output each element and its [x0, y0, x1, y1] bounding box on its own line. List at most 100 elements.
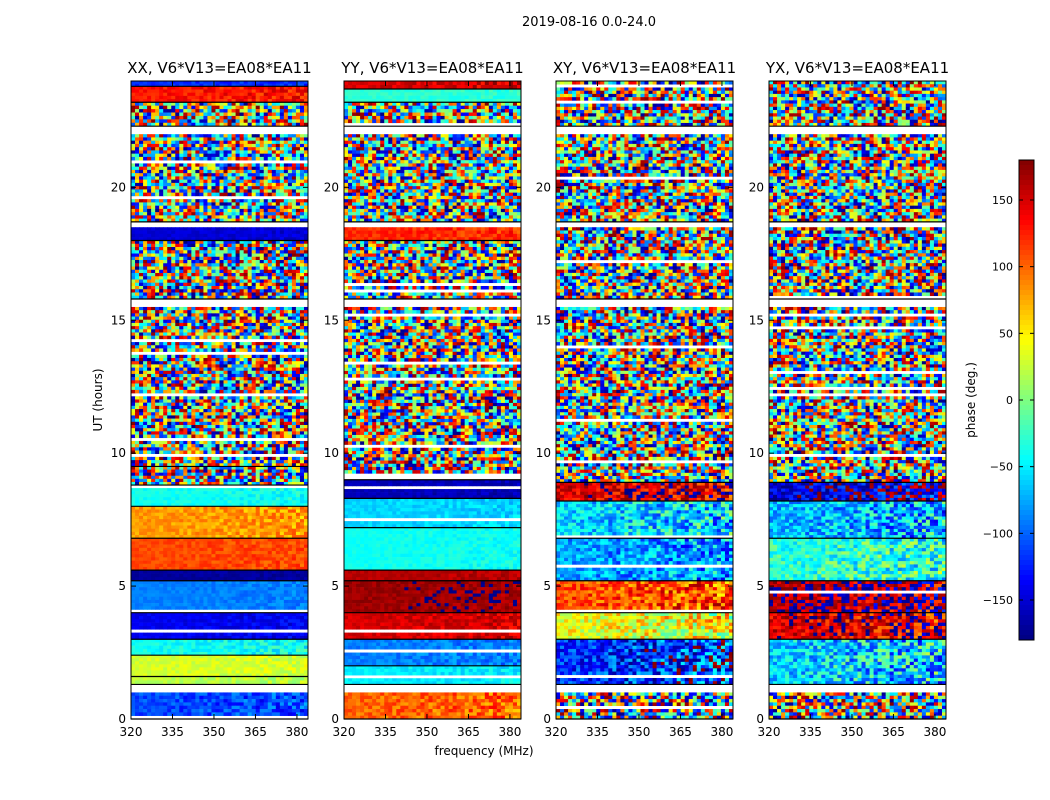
- phase-band: [344, 528, 521, 571]
- colorbar-segment: [1019, 210, 1034, 215]
- phase-band: [131, 134, 308, 222]
- phase-band: [131, 613, 308, 640]
- colorbar-segment: [1019, 625, 1034, 630]
- phase-band: [344, 581, 521, 613]
- x-tick-label: 380: [285, 725, 308, 739]
- y-tick-label: 0: [331, 712, 339, 726]
- x-tick-label: 350: [628, 725, 651, 739]
- colorbar-tick-label: 50: [999, 327, 1013, 340]
- phase-band: [344, 102, 521, 126]
- colorbar-segment: [1019, 175, 1034, 180]
- colorbar-label: phase (deg.): [964, 362, 978, 438]
- colorbar-segment: [1019, 340, 1034, 345]
- x-tick-label: 380: [923, 725, 946, 739]
- x-tick-label: 365: [244, 725, 267, 739]
- colorbar-segment: [1019, 565, 1034, 570]
- x-tick-label: 320: [758, 725, 781, 739]
- phase-band: [769, 501, 946, 539]
- panel-title: YY, V6*V13=EA08*EA11: [340, 59, 523, 77]
- colorbar-segment: [1019, 290, 1034, 295]
- colorbar-segment: [1019, 285, 1034, 290]
- x-tick-label: 320: [120, 725, 143, 739]
- phase-band: [769, 538, 946, 581]
- colorbar-segment: [1019, 445, 1034, 450]
- phase-band: [769, 581, 946, 613]
- phase-band: [556, 81, 733, 126]
- y-tick-label: 20: [111, 180, 126, 194]
- colorbar-segment: [1019, 470, 1034, 475]
- colorbar-segment: [1019, 205, 1034, 210]
- y-tick-label: 20: [749, 180, 764, 194]
- colorbar-tick-label: −50: [990, 461, 1013, 474]
- figure: 2019-08-16 0.0-24.0 UT (hours) frequency…: [0, 0, 1050, 800]
- phase-band: [131, 488, 308, 507]
- phase-band: [131, 581, 308, 613]
- colorbar-segment: [1019, 585, 1034, 590]
- colorbar-segment: [1019, 230, 1034, 235]
- phase-band: [769, 639, 946, 684]
- x-tick-label: 350: [841, 725, 864, 739]
- colorbar-segment: [1019, 370, 1034, 375]
- phase-band: [344, 134, 521, 222]
- colorbar-segment: [1019, 410, 1034, 415]
- y-tick-label: 20: [324, 180, 339, 194]
- phase-band: [556, 227, 733, 299]
- colorbar-segment: [1019, 420, 1034, 425]
- colorbar-segment: [1019, 490, 1034, 495]
- colorbar-segment: [1019, 225, 1034, 230]
- phase-band: [344, 480, 521, 499]
- colorbar-segment: [1019, 610, 1034, 615]
- phase-band: [131, 241, 308, 300]
- colorbar-segment: [1019, 380, 1034, 385]
- colorbar-tick-label: 0: [1006, 394, 1013, 407]
- phase-band: [131, 86, 308, 102]
- phase-band: [344, 498, 521, 528]
- colorbar-segment: [1019, 550, 1034, 555]
- colorbar-segment: [1019, 215, 1034, 220]
- phase-band: [344, 570, 521, 581]
- phase-band: [556, 692, 733, 719]
- colorbar-segment: [1019, 235, 1034, 240]
- colorbar-segment: [1019, 475, 1034, 480]
- colorbar-segment: [1019, 170, 1034, 175]
- phase-band: [344, 692, 521, 719]
- colorbar-segment: [1019, 465, 1034, 470]
- y-tick-label: 10: [749, 446, 764, 460]
- colorbar-segment: [1019, 570, 1034, 575]
- colorbar-segment: [1019, 220, 1034, 225]
- suptitle: 2019-08-16 0.0-24.0: [522, 15, 656, 30]
- colorbar-segment: [1019, 435, 1034, 440]
- colorbar-segment: [1019, 520, 1034, 525]
- colorbar-segment: [1019, 305, 1034, 310]
- colorbar-segment: [1019, 185, 1034, 190]
- colorbar-segment: [1019, 575, 1034, 580]
- colorbar-segment: [1019, 295, 1034, 300]
- colorbar-segment: [1019, 485, 1034, 490]
- phase-band: [556, 581, 733, 613]
- phase-band: [131, 307, 308, 467]
- x-tick-label: 350: [416, 725, 439, 739]
- colorbar-segment: [1019, 500, 1034, 505]
- phase-band: [556, 538, 733, 581]
- colorbar-segment: [1019, 365, 1034, 370]
- colorbar-tick-label: 150: [992, 194, 1013, 207]
- colorbar-segment: [1019, 160, 1034, 165]
- phase-band: [131, 81, 308, 87]
- phase-band: [556, 307, 733, 483]
- phase-band: [131, 655, 308, 677]
- colorbar-segment: [1019, 330, 1034, 335]
- colorbar-segment: [1019, 455, 1034, 460]
- colorbar-segment: [1019, 450, 1034, 455]
- phase-band: [769, 482, 946, 501]
- phase-band: [556, 482, 733, 501]
- colorbar-segment: [1019, 620, 1034, 625]
- phase-band: [344, 639, 521, 666]
- colorbar-segment: [1019, 545, 1034, 550]
- x-tick-label: 335: [161, 725, 184, 739]
- colorbar-segment: [1019, 240, 1034, 245]
- phase-band: [344, 81, 521, 89]
- phase-band: [131, 570, 308, 581]
- colorbar-segment: [1019, 540, 1034, 545]
